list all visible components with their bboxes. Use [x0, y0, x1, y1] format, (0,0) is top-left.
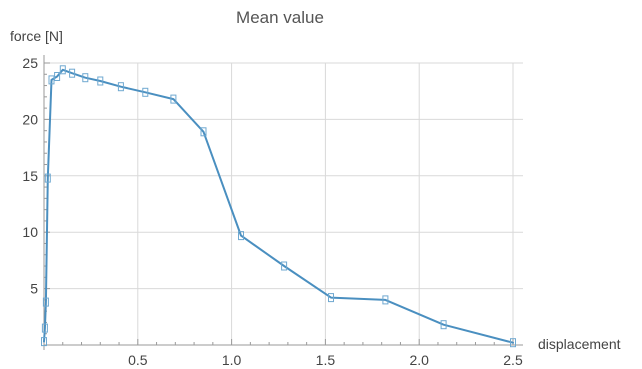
x-axis-label: displacement: [538, 336, 621, 352]
data-point-marker: [281, 261, 288, 271]
data-point-marker: [41, 337, 47, 347]
x-tick-label: 2.0: [409, 352, 429, 368]
data-point-marker: [69, 68, 76, 78]
data-point-marker: [328, 293, 334, 303]
data-point-marker: [48, 75, 55, 85]
data-point-marker: [510, 338, 516, 348]
chart-title: Mean value: [236, 8, 324, 27]
data-point-marker: [44, 173, 51, 183]
y-tick-label: 5: [30, 281, 38, 297]
series-line: [43, 68, 514, 344]
y-tick-label: 20: [22, 111, 38, 127]
y-tick-label: 10: [22, 224, 38, 240]
y-tick-label: 25: [22, 55, 38, 71]
x-tick-label: 0.5: [128, 352, 148, 368]
data-point-marker: [382, 295, 389, 305]
data-point-marker: [41, 323, 48, 333]
data-point-marker: [54, 72, 61, 81]
data-point-marker: [440, 320, 447, 330]
data-point-marker: [170, 94, 177, 104]
x-tick-label: 1.5: [316, 352, 336, 368]
x-tick-label: 1.0: [222, 352, 242, 368]
axes: [43, 55, 523, 350]
x-tick-label: 2.5: [503, 352, 523, 368]
grid: [44, 62, 523, 345]
data-point-marker: [97, 76, 104, 86]
data-point-marker: [42, 297, 49, 307]
data-point-marker: [142, 87, 149, 97]
y-axis-label: force [N]: [10, 28, 63, 44]
data-markers: [41, 65, 516, 348]
y-tick-label: 15: [22, 168, 38, 184]
data-point-marker: [59, 65, 66, 75]
data-point-marker: [117, 82, 124, 92]
data-point-marker: [238, 231, 244, 241]
series: [43, 68, 514, 344]
data-point-marker: [200, 127, 207, 137]
ticks: 0.5 1.0 1.5 2.0 2.5 5 10 15 20 25: [22, 55, 523, 368]
data-point-marker: [82, 73, 89, 83]
